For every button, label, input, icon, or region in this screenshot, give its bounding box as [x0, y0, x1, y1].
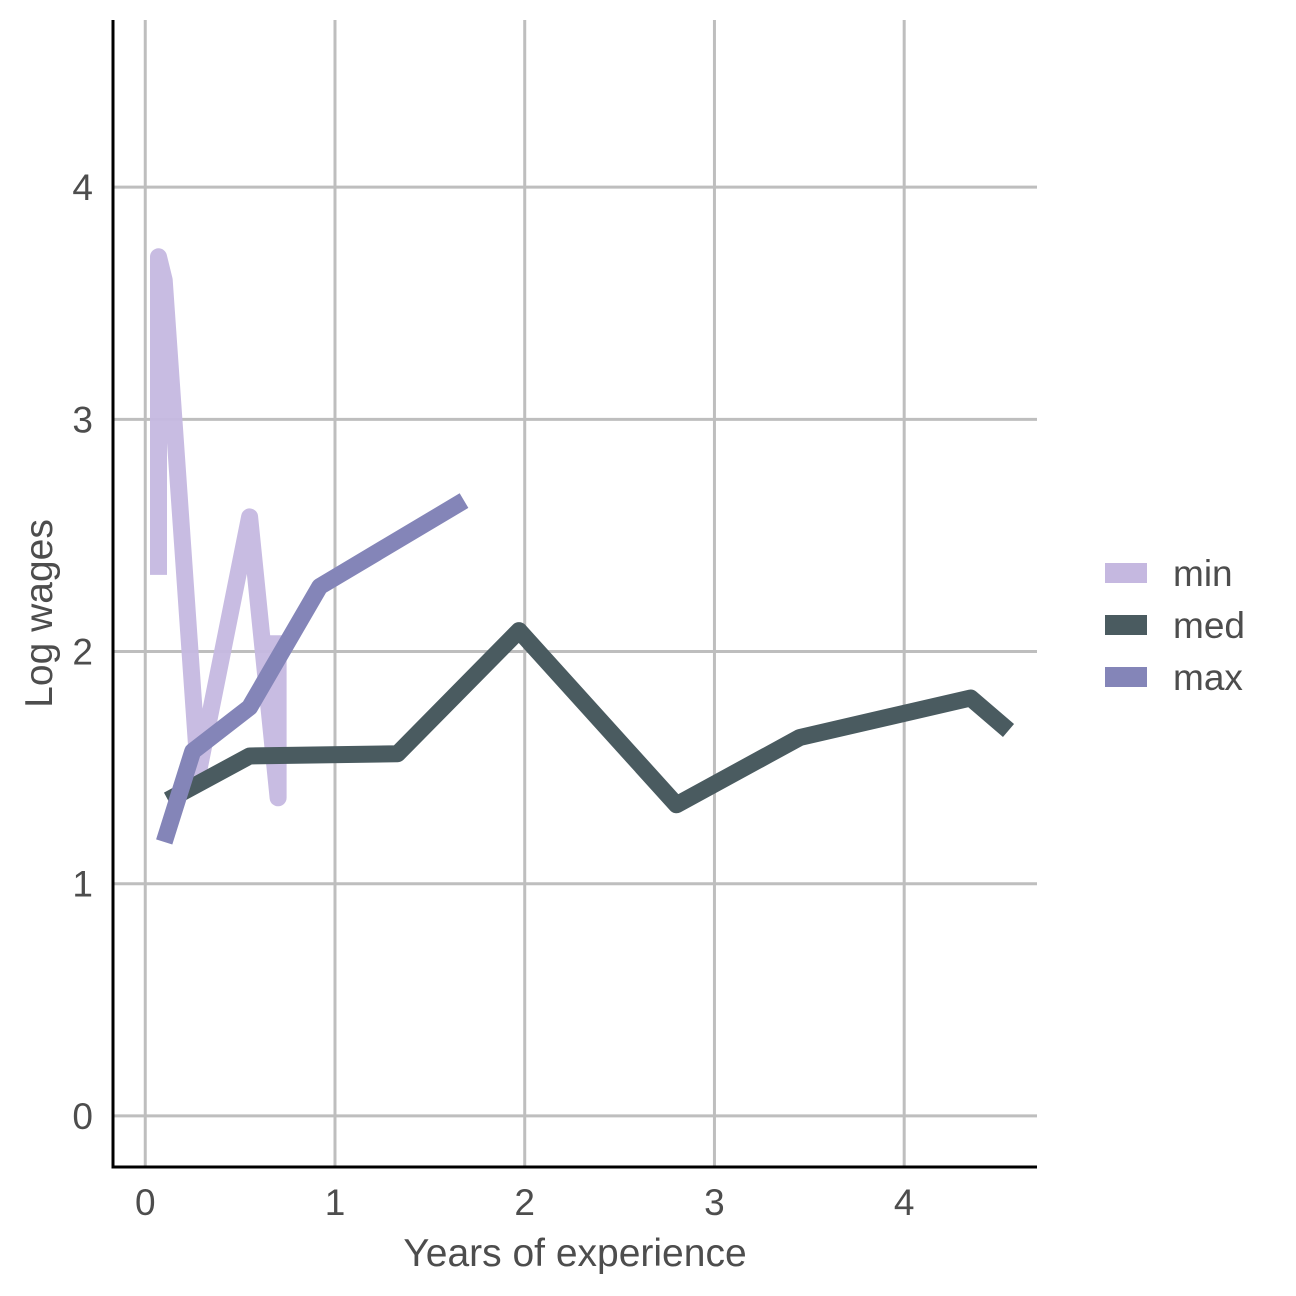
- series-lines: [150, 248, 1015, 845]
- x-axis-title: Years of experience: [403, 1232, 746, 1275]
- y-tick-label: 2: [72, 632, 93, 673]
- legend: min med max: [1105, 553, 1245, 698]
- legend-label-max: max: [1173, 657, 1243, 698]
- legend-key-max: [1105, 667, 1147, 687]
- y-tick-label: 0: [72, 1096, 93, 1137]
- x-tick-label: 0: [135, 1182, 156, 1223]
- x-tick-label: 1: [325, 1182, 346, 1223]
- y-tick-label: 1: [72, 864, 93, 905]
- series-line-max: [156, 493, 469, 845]
- y-axis-title: Log wages: [18, 519, 61, 708]
- x-tick-label: 3: [704, 1182, 725, 1223]
- legend-key-med: [1105, 615, 1147, 635]
- legend-label-min: min: [1173, 553, 1233, 594]
- y-tick-label: 4: [72, 167, 93, 208]
- x-tick-label: 4: [894, 1182, 915, 1223]
- series-line-med: [163, 622, 1015, 814]
- legend-label-med: med: [1173, 605, 1245, 646]
- grid: [113, 20, 1037, 1167]
- legend-key-min: [1105, 563, 1147, 583]
- axes: [111, 20, 1037, 1169]
- tick-labels: 0 1 2 3 4 0 1 2 3 4: [72, 167, 914, 1223]
- y-tick-label: 3: [72, 399, 93, 440]
- series-line-min: [150, 248, 287, 807]
- x-tick-label: 2: [514, 1182, 535, 1223]
